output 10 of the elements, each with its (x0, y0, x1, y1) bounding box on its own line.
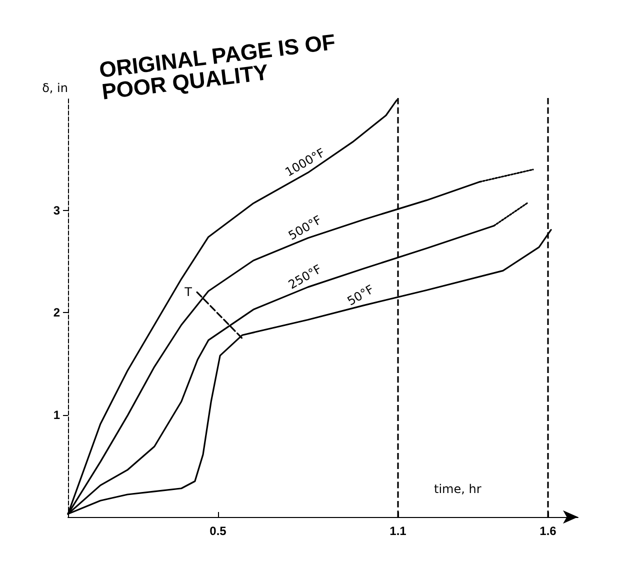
x-axis-title: time, hr (434, 482, 482, 496)
annotation: ORIGINAL PAGE IS OF POOR QUALITY (98, 28, 343, 104)
y-tick-label: 2 (53, 306, 60, 320)
x-tick-label: 1.1 (390, 524, 407, 538)
y-tick-label: 1 (53, 408, 60, 422)
y-axis-title: δ, in (42, 81, 68, 95)
x-tick-label: 0.5 (210, 524, 227, 538)
y-tick-label: 3 (53, 203, 60, 218)
series-label: T (184, 285, 193, 300)
x-tick-label: 1.6 (540, 524, 557, 538)
